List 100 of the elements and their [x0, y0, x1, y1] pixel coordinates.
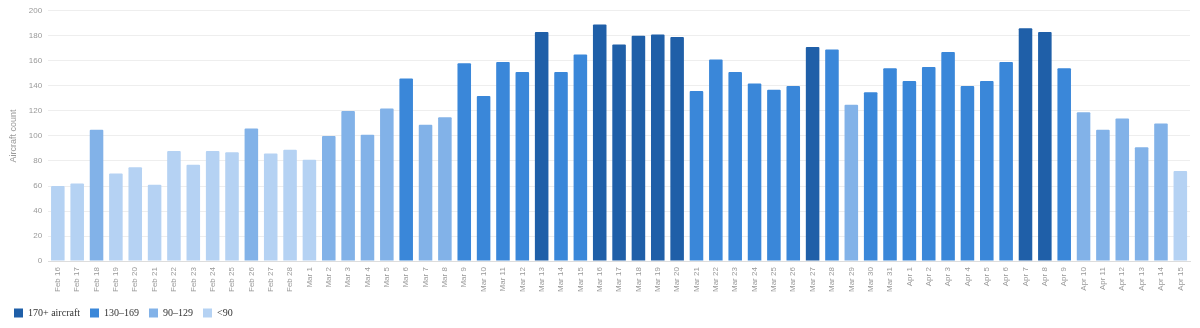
bar	[1134, 147, 1149, 261]
x-tick-label: Mar 1	[304, 266, 314, 288]
bar	[1154, 123, 1168, 261]
legend-label: 90–129	[163, 306, 193, 318]
x-tick-label: Apr 8	[1040, 266, 1050, 287]
bar	[1096, 129, 1110, 261]
y-axis-title: Aircraft count	[7, 108, 18, 163]
x-tick-label: Mar 28	[827, 266, 837, 292]
y-tick-label: 20	[33, 231, 43, 241]
bar	[225, 152, 239, 261]
bar	[186, 164, 201, 261]
bar	[128, 167, 143, 261]
bar	[457, 63, 472, 261]
x-tick-label: Mar 9	[459, 266, 469, 288]
bar	[89, 129, 104, 261]
bar	[380, 108, 394, 261]
x-tick-label: Feb 22	[169, 266, 179, 292]
bar	[244, 128, 259, 261]
x-tick-label: Mar 31	[885, 266, 895, 292]
x-tick-label: Mar 22	[711, 266, 721, 292]
bar	[534, 32, 549, 261]
bar	[147, 184, 162, 261]
x-tick-label: Apr 1	[904, 266, 914, 287]
x-tick-label: Feb 18	[91, 266, 101, 292]
bar	[1076, 112, 1091, 261]
y-tick-label: 160	[28, 56, 43, 66]
bar	[263, 153, 278, 261]
y-tick-label: 120	[28, 106, 43, 116]
bar	[496, 62, 510, 261]
x-tick-label: Mar 8	[440, 266, 450, 288]
y-tick-label: 200	[28, 6, 43, 15]
x-tick-label: Mar 30	[865, 266, 875, 292]
x-tick-label: Apr 14	[1156, 266, 1166, 291]
bar	[283, 149, 297, 261]
bar	[167, 150, 181, 261]
x-tick-label: Mar 20	[672, 266, 682, 292]
x-tick-label: Apr 9	[1059, 266, 1069, 287]
bar	[1018, 28, 1033, 261]
bar	[921, 67, 936, 261]
x-tick-label: Mar 14	[556, 266, 566, 292]
bar	[941, 52, 955, 261]
x-tick-label: Mar 16	[594, 266, 604, 292]
bar	[670, 37, 684, 261]
x-tick-label: Mar 15	[575, 266, 585, 292]
x-tick-label: Mar 7	[420, 266, 430, 288]
bar	[825, 49, 839, 261]
bar	[1057, 68, 1071, 261]
x-tick-label: Mar 23	[730, 266, 740, 292]
x-tick-label: Feb 17	[72, 266, 82, 292]
x-tick-label: Feb 26	[246, 266, 256, 292]
x-tick-label: Feb 16	[53, 266, 63, 292]
bar	[902, 80, 917, 261]
bar	[631, 35, 646, 261]
bar	[554, 72, 568, 261]
x-tick-label: Apr 3	[943, 266, 953, 287]
x-tick-label: Mar 19	[652, 266, 662, 292]
bar	[883, 68, 897, 261]
x-tick-label: Mar 6	[401, 266, 411, 288]
bar	[844, 104, 859, 261]
bar	[980, 80, 994, 261]
bar	[515, 72, 530, 261]
bar	[786, 85, 801, 261]
bar	[399, 78, 413, 261]
x-tick-label: Mar 5	[382, 266, 392, 288]
x-tick-label: Apr 4	[962, 266, 972, 287]
x-tick-label: Feb 23	[188, 266, 198, 292]
legend-label: 170+ aircraft	[28, 306, 81, 318]
x-tick-label: Apr 11	[1098, 266, 1108, 291]
y-tick-label: 60	[33, 181, 43, 191]
bar	[51, 186, 65, 261]
bar	[747, 83, 762, 261]
y-tick-label: 140	[28, 81, 43, 91]
bar	[805, 47, 820, 261]
y-tick-label: 0	[37, 256, 43, 266]
bar	[476, 95, 491, 261]
bar	[1173, 170, 1188, 261]
bar	[689, 90, 704, 261]
bar	[341, 110, 355, 261]
y-tick-label: 100	[28, 131, 43, 141]
x-tick-label: Mar 21	[691, 266, 701, 292]
bar	[70, 183, 84, 261]
x-tick-label: Mar 10	[478, 266, 488, 292]
x-tick-label: Apr 12	[1117, 266, 1127, 291]
bar	[438, 117, 452, 261]
x-tick-label: Mar 11	[498, 266, 508, 292]
x-tick-label: Mar 12	[517, 266, 527, 292]
x-tick-label: Feb 21	[149, 266, 159, 292]
bar	[360, 134, 375, 261]
x-tick-label: Mar 13	[536, 266, 546, 292]
x-tick-label: Mar 24	[749, 266, 759, 292]
bar	[1115, 118, 1130, 261]
bar	[651, 34, 665, 261]
bar	[612, 44, 626, 261]
x-tick-label: Mar 25	[769, 266, 779, 292]
x-tick-label: Mar 29	[846, 266, 856, 292]
x-tick-label: Mar 3	[343, 266, 353, 288]
x-tick-label: Apr 10	[1078, 266, 1088, 291]
x-tick-label: Apr 2	[923, 266, 933, 287]
bar	[205, 150, 220, 261]
x-tick-label: Feb 25	[227, 266, 237, 292]
